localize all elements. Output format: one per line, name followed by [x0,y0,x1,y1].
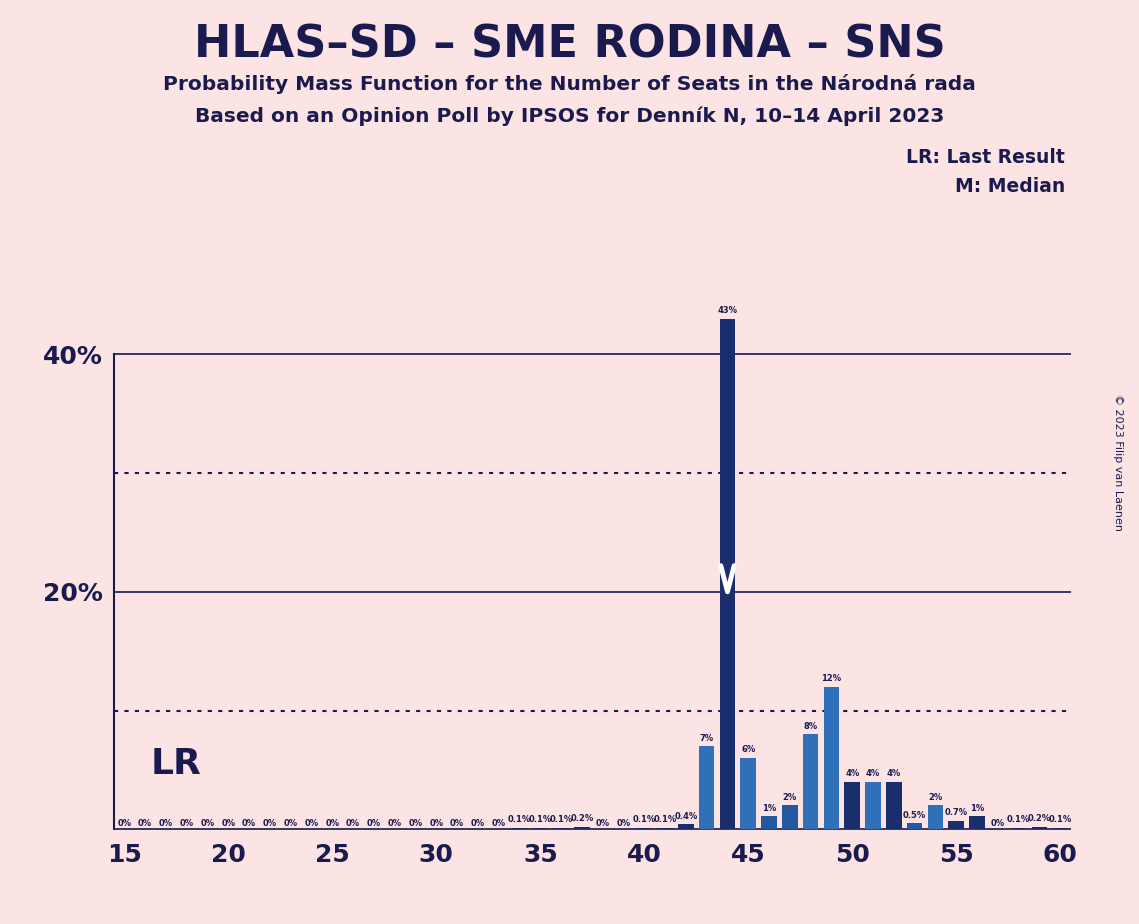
Bar [720,319,736,829]
Text: 0.4%: 0.4% [674,812,697,821]
Text: 0%: 0% [263,820,277,828]
Bar [511,828,527,829]
Text: 0.1%: 0.1% [528,816,552,824]
Text: 0%: 0% [304,820,319,828]
Bar [1010,828,1026,829]
Text: 0%: 0% [470,820,485,828]
Text: 2%: 2% [782,793,797,802]
Text: 0%: 0% [241,820,256,828]
Text: © 2023 Filip van Laenen: © 2023 Filip van Laenen [1114,394,1123,530]
Bar [657,828,673,829]
Text: 1%: 1% [762,804,776,812]
Text: 8%: 8% [804,722,818,731]
Text: 0.5%: 0.5% [903,810,926,820]
Text: 6%: 6% [741,746,755,754]
Text: 0%: 0% [117,820,131,828]
Text: 0%: 0% [596,820,609,828]
Text: 0%: 0% [180,820,194,828]
Text: 2%: 2% [928,793,943,802]
Text: 0.1%: 0.1% [508,816,531,824]
Text: 0%: 0% [429,820,443,828]
Text: LR: LR [150,747,202,781]
Bar [761,816,777,829]
Bar [699,746,714,829]
Text: 0.2%: 0.2% [571,814,593,823]
Text: 43%: 43% [718,306,737,315]
Text: 0%: 0% [409,820,423,828]
Text: 0%: 0% [450,820,465,828]
Text: 0%: 0% [346,820,360,828]
Text: LR: Last Result: LR: Last Result [907,148,1065,167]
Bar [1052,828,1068,829]
Text: 0.1%: 0.1% [1049,816,1072,824]
Text: 0.1%: 0.1% [549,816,573,824]
Bar [949,821,964,829]
Text: 0%: 0% [158,820,173,828]
Text: 4%: 4% [845,769,860,778]
Bar [1032,827,1047,829]
Bar [740,758,756,829]
Bar [927,806,943,829]
Bar [637,828,652,829]
Text: M: Median: M: Median [954,177,1065,197]
Text: 0%: 0% [492,820,506,828]
Text: 0%: 0% [221,820,236,828]
Text: 0.7%: 0.7% [944,808,968,818]
Text: 0%: 0% [616,820,631,828]
Text: 0%: 0% [991,820,1005,828]
Text: Probability Mass Function for the Number of Seats in the Národná rada: Probability Mass Function for the Number… [163,74,976,94]
Bar [823,687,839,829]
Text: 4%: 4% [866,769,880,778]
Text: 4%: 4% [887,769,901,778]
Bar [866,782,880,829]
Text: 0%: 0% [138,820,153,828]
Text: 0%: 0% [326,820,339,828]
Text: 0%: 0% [367,820,380,828]
Text: 0.2%: 0.2% [1027,814,1051,823]
Bar [678,824,694,829]
Text: 0.1%: 0.1% [632,816,656,824]
Text: Based on an Opinion Poll by IPSOS for Denník N, 10–14 April 2023: Based on an Opinion Poll by IPSOS for De… [195,106,944,126]
Text: 12%: 12% [821,675,842,683]
Text: 0%: 0% [284,820,297,828]
Bar [969,816,985,829]
Bar [554,828,568,829]
Text: 0%: 0% [200,820,214,828]
Bar [803,735,819,829]
Bar [574,827,590,829]
Text: 0%: 0% [387,820,402,828]
Bar [907,823,923,829]
Text: 0.1%: 0.1% [654,816,677,824]
Text: 0.1%: 0.1% [1007,816,1031,824]
Text: HLAS–SD – SME RODINA – SNS: HLAS–SD – SME RODINA – SNS [194,23,945,67]
Bar [886,782,902,829]
Bar [782,806,797,829]
Text: 1%: 1% [970,804,984,812]
Bar [532,828,548,829]
Text: 7%: 7% [699,734,714,743]
Bar [844,782,860,829]
